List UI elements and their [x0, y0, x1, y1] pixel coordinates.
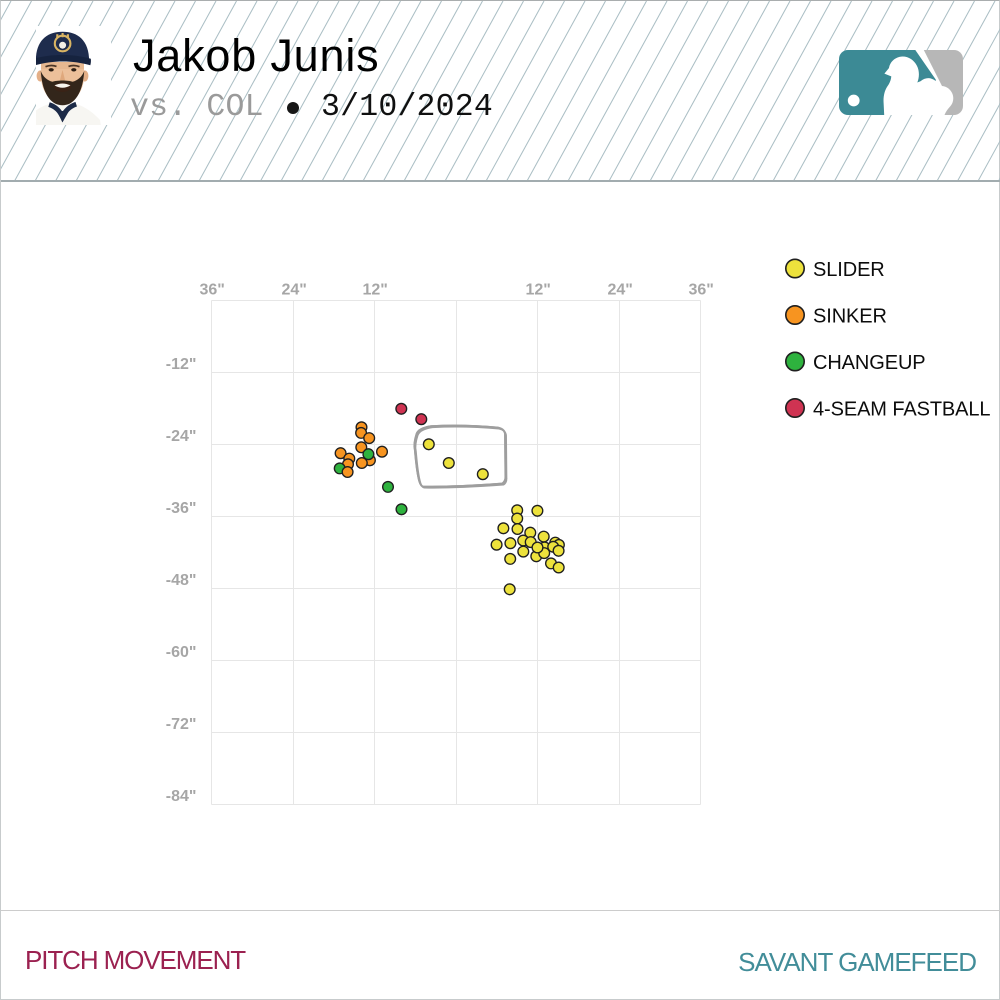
svg-text:24": 24" [282, 282, 307, 299]
svg-text:-72": -72" [166, 716, 197, 733]
svg-text:24": 24" [608, 282, 633, 299]
svg-text:-84": -84" [166, 788, 197, 805]
svg-text:-60": -60" [166, 644, 197, 661]
svg-text:CHANGEUP: CHANGEUP [813, 352, 926, 374]
svg-text:12": 12" [526, 282, 551, 299]
svg-text:SINKER: SINKER [813, 305, 887, 327]
svg-text:SLIDER: SLIDER [813, 259, 885, 281]
svg-text:-48": -48" [166, 572, 197, 589]
svg-text:4-SEAM FASTBALL: 4-SEAM FASTBALL [813, 398, 990, 420]
svg-text:36": 36" [200, 282, 225, 299]
svg-text:-24": -24" [166, 428, 197, 445]
svg-text:36": 36" [689, 282, 714, 299]
svg-text:12": 12" [363, 282, 388, 299]
svg-text:-12": -12" [166, 356, 197, 373]
svg-text:-36": -36" [166, 500, 197, 517]
